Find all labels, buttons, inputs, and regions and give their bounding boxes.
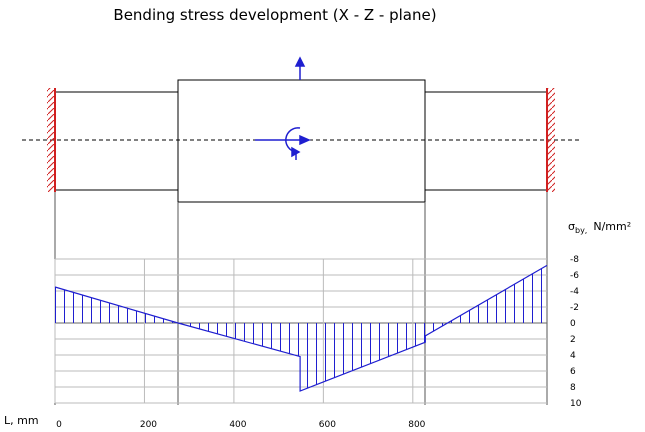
x-tick-label: 800	[408, 420, 425, 430]
stress-hatch	[55, 265, 547, 391]
x-tick-label: 200	[140, 420, 157, 430]
y-tick-label: 10	[570, 399, 582, 409]
y-axis-label: σby, N/mm²	[568, 220, 631, 235]
y-tick-label: 8	[570, 383, 576, 393]
y-tick-label: -6	[570, 271, 579, 281]
y-tick-label: 2	[570, 335, 576, 345]
x-tick-label: 600	[319, 420, 336, 430]
x-tick-label: 400	[229, 420, 246, 430]
y-tick-label: -4	[570, 287, 579, 297]
x-tick-label: 0	[56, 420, 62, 430]
y-tick-label: 6	[570, 367, 576, 377]
y-tick-label: -8	[570, 255, 579, 265]
y-tick-label: -2	[570, 303, 579, 313]
stress-line	[54, 264, 548, 392]
y-tick-label: 0	[570, 319, 576, 329]
x-axis-label: L, mm	[4, 414, 39, 427]
chart-title: Bending stress development (X - Z - plan…	[113, 6, 436, 24]
supports	[47, 88, 555, 192]
y-tick-label: 4	[570, 351, 576, 361]
load-symbols	[255, 56, 311, 160]
